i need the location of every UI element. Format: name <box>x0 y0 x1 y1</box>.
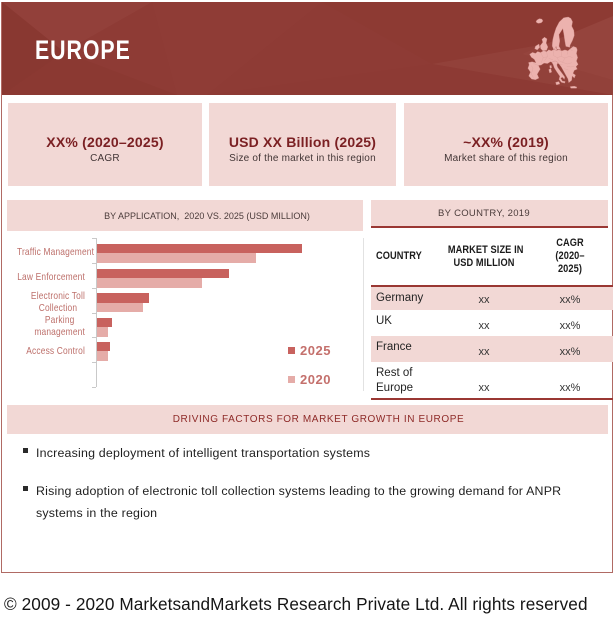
map-mainland <box>527 46 579 83</box>
header-line: (2020– <box>555 250 585 262</box>
stat-cagr-value: XX% (2020–2025) <box>46 134 164 150</box>
country-cell: UK <box>376 315 392 327</box>
stat-cagr-label: CAGR <box>90 153 120 164</box>
country-cell: France <box>376 341 412 353</box>
map-italy <box>551 60 566 84</box>
stat-cagr: XX% (2020–2025) CAGR <box>8 103 202 186</box>
stat-market-share-label: Market share of this region <box>444 153 568 164</box>
stat-market-share-value: ~XX% (2019) <box>463 134 549 150</box>
header-line: 2025) <box>557 263 583 275</box>
europe-map-icon <box>527 16 579 89</box>
column-header-market-size: MARKET SIZE IN USD MILLION <box>441 230 527 286</box>
bullet-square-icon <box>23 486 28 491</box>
map-sicily <box>555 81 560 86</box>
map-ireland <box>534 43 540 51</box>
market-size-cell: xx <box>478 320 490 332</box>
driving-factor-text: Rising adoption of electronic toll colle… <box>36 484 562 520</box>
column-header-cagr: CAGR (2020– 2025) <box>527 230 613 286</box>
header-texture <box>2 2 613 95</box>
map-country-borders <box>531 45 575 78</box>
driving-factor-text: Increasing deployment of intelligent tra… <box>36 446 371 460</box>
header-line: COUNTRY <box>376 250 422 262</box>
driving-factor-item: Rising adoption of electronic toll colle… <box>23 481 598 524</box>
column-header-text: CAGR (2020– 2025) <box>534 237 606 276</box>
market-size-cell: xx <box>478 346 490 358</box>
header-line: MARKET SIZE IN <box>447 243 524 256</box>
application-chart-title: BY APPLICATION, 2020 VS. 2025 (USD MILLI… <box>7 200 363 231</box>
stat-market-size: USD XX Billion (2025) Size of the market… <box>209 103 396 186</box>
map-iceland <box>535 18 544 24</box>
column-header-text: COUNTRY <box>376 250 431 263</box>
country-table-title: BY COUNTRY, 2019 <box>371 200 608 228</box>
stat-market-size-value: USD XX Billion (2025) <box>228 134 377 150</box>
stat-market-share: ~XX% (2019) Market share of this region <box>404 103 608 186</box>
country-cell: Rest of Europe <box>376 367 414 394</box>
table-row-germany: Germany xx xx% <box>371 286 613 310</box>
header-line: USD MILLION <box>453 256 515 269</box>
driving-factors-title: DRIVING FACTORS FOR MARKET GROWTH IN EUR… <box>7 405 608 434</box>
map-scandinavia <box>551 16 575 51</box>
cagr-cell: xx% <box>559 294 581 306</box>
table-row-france: France xx xx% <box>371 336 613 362</box>
bullet-square-icon <box>23 448 28 453</box>
market-size-cell: xx <box>478 294 490 306</box>
column-header-country: COUNTRY <box>371 230 441 286</box>
map-sardinia <box>548 68 552 74</box>
header-line: CAGR <box>556 237 584 249</box>
market-size-cell: xx <box>478 382 490 394</box>
country-table-header-row: COUNTRY MARKET SIZE IN USD MILLION CAGR … <box>371 230 613 286</box>
country-cell: Germany <box>376 292 424 304</box>
table-row-rest-of-europe: Rest of Europe xx xx% <box>371 362 613 399</box>
header-banner: EUROPE <box>2 2 613 95</box>
driving-factor-item: Increasing deployment of intelligent tra… <box>23 443 598 465</box>
map-corsica <box>549 65 552 69</box>
region-title: EUROPE <box>35 35 131 65</box>
cagr-cell: xx% <box>559 382 581 394</box>
country-table: COUNTRY MARKET SIZE IN USD MILLION CAGR … <box>371 230 613 400</box>
cagr-cell: xx% <box>559 320 581 332</box>
column-header-text: MARKET SIZE IN USD MILLION <box>448 244 524 270</box>
map-crete <box>569 85 578 89</box>
cagr-cell: xx% <box>559 346 581 358</box>
chart-plot-right-border <box>363 238 364 391</box>
map-great-britain <box>540 36 549 51</box>
stat-market-size-label: Size of the market in this region <box>229 153 376 164</box>
copyright-notice: © 2009 - 2020 MarketsandMarkets Research… <box>4 594 588 614</box>
table-row-uk: UK xx xx% <box>371 310 613 336</box>
